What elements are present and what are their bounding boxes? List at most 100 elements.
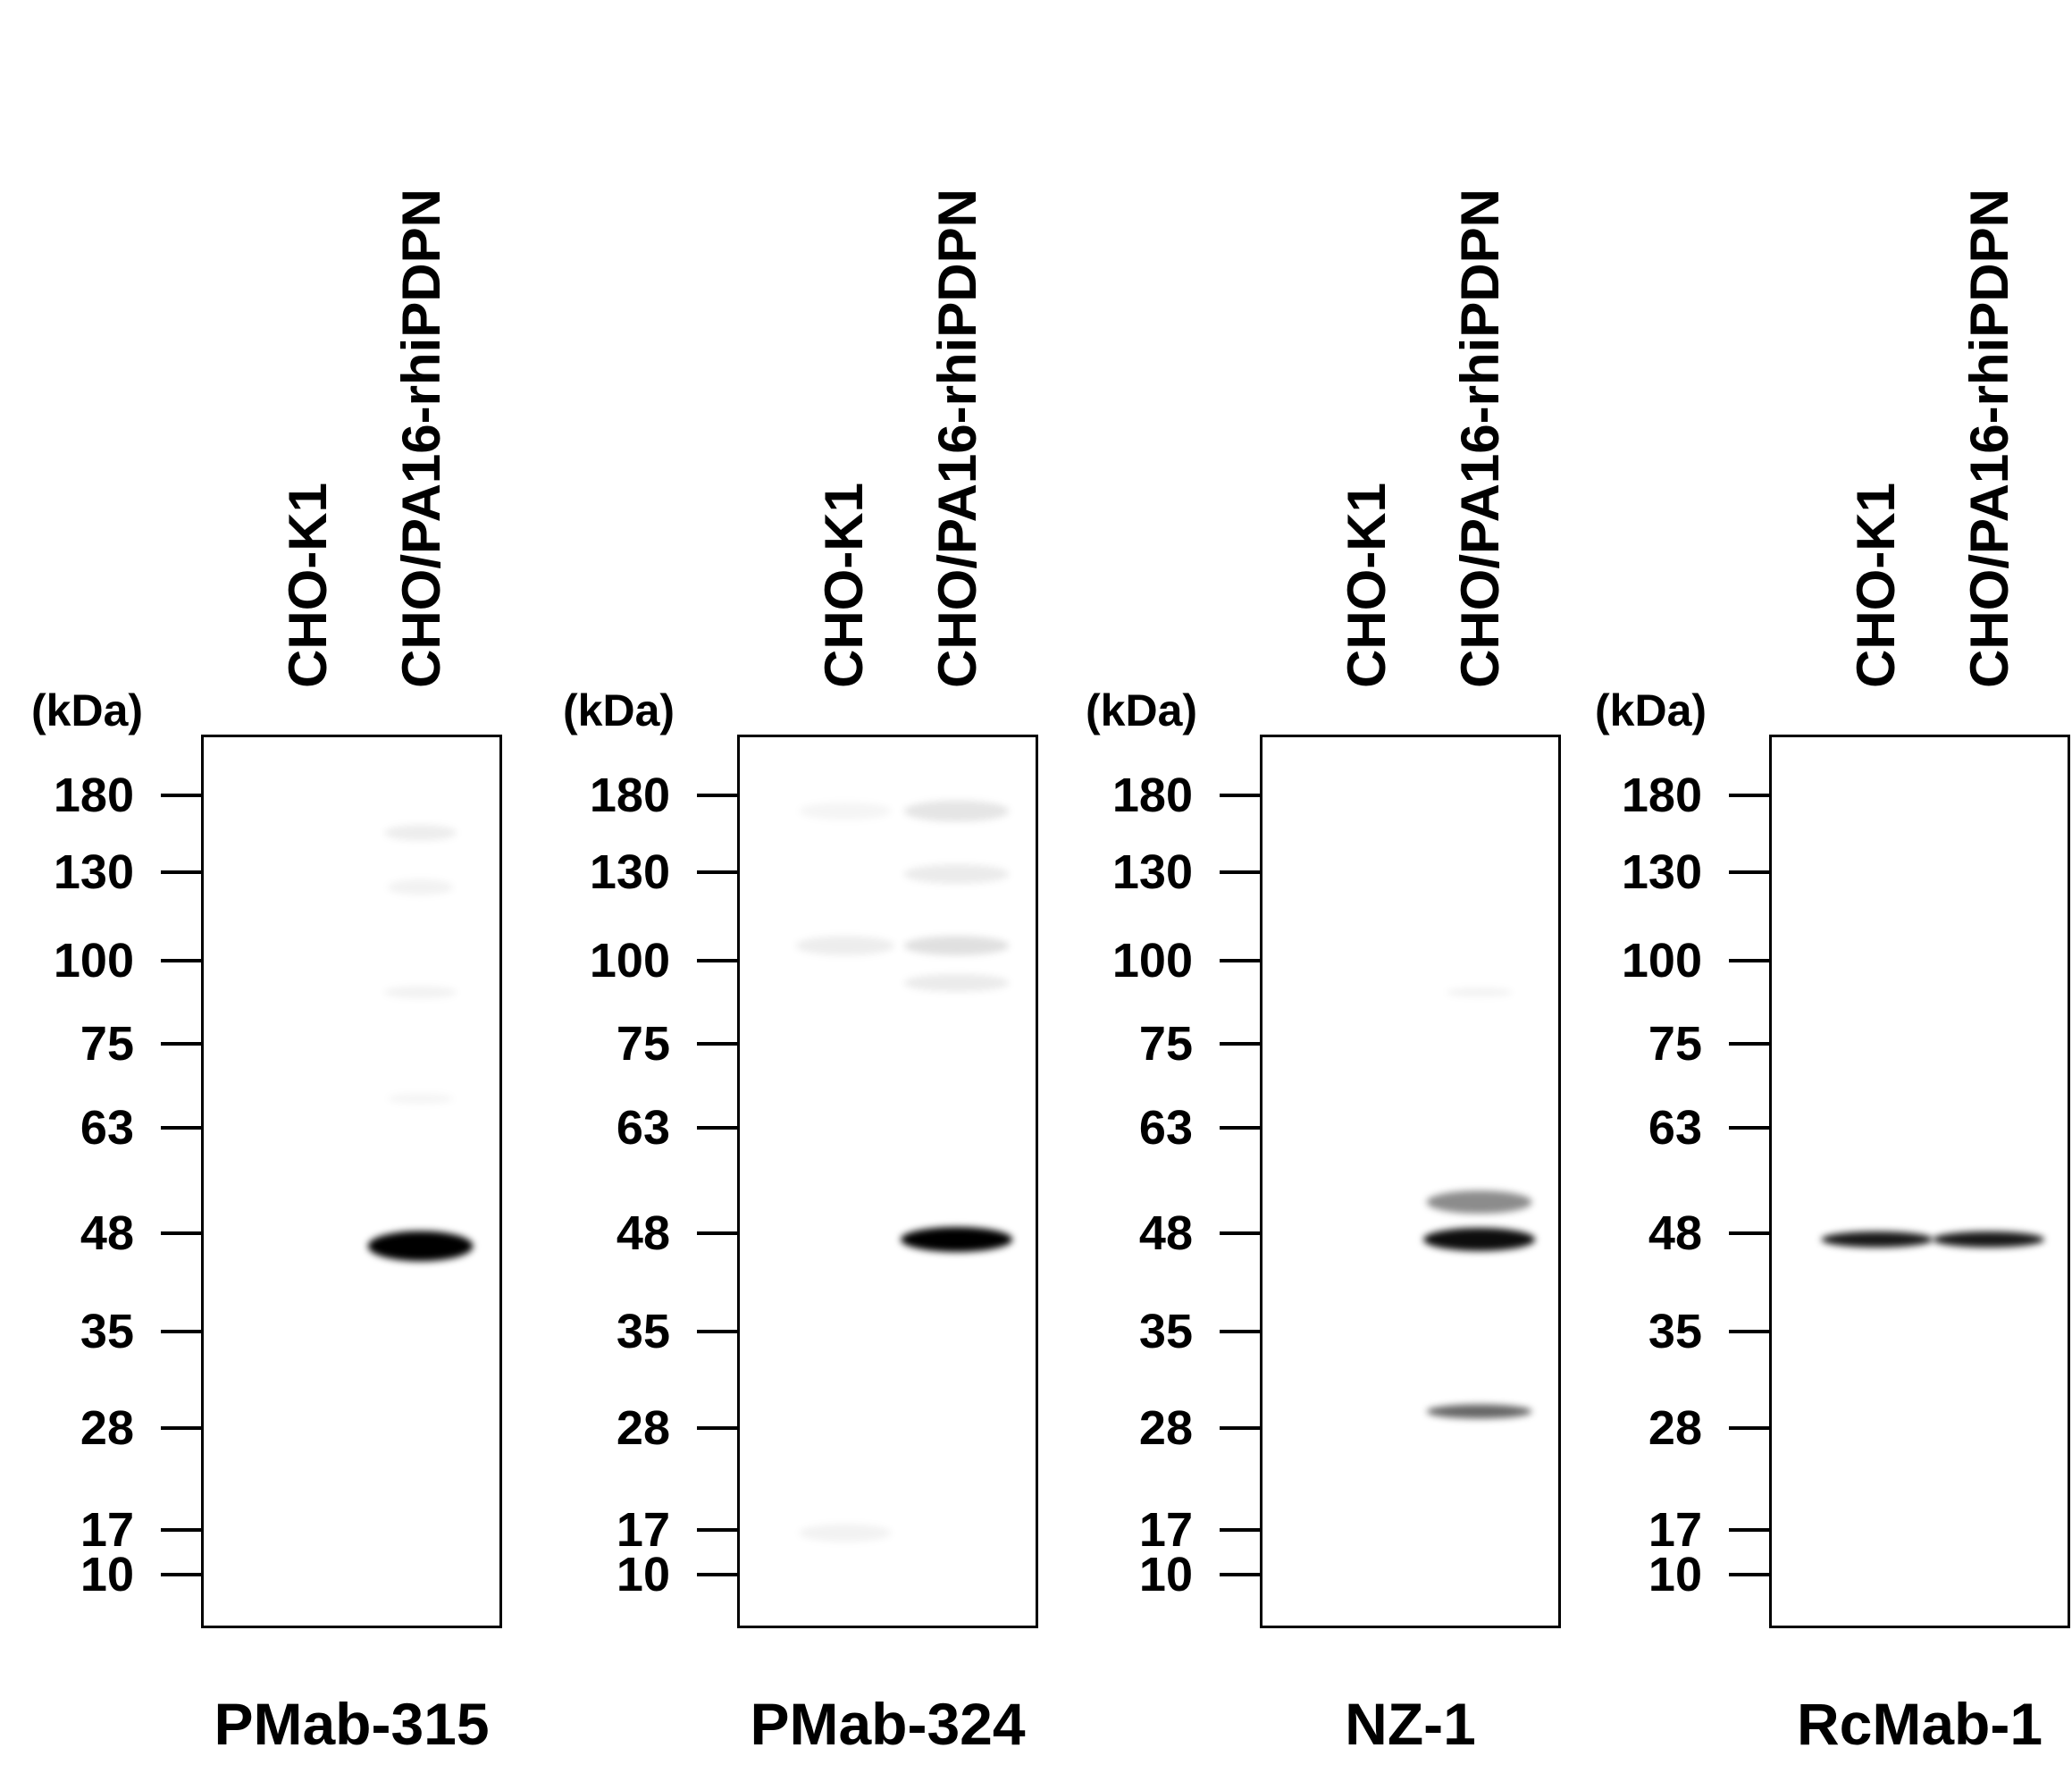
mw-marker-label: 28	[80, 1401, 134, 1455]
mw-marker-tick	[1729, 870, 1769, 874]
mw-marker-tick	[1729, 1528, 1769, 1532]
kda-unit-label: (kDa)	[563, 685, 675, 735]
mw-marker-label: 48	[1138, 1206, 1193, 1260]
mw-marker-label: 48	[1648, 1206, 1702, 1260]
mw-marker-tick	[697, 1231, 737, 1235]
mw-marker-tick	[161, 1042, 201, 1046]
antibody-name: PMab-324	[750, 1691, 1026, 1757]
mw-marker-label: 28	[616, 1401, 670, 1455]
antibody-name: NZ-1	[1345, 1691, 1476, 1757]
blot-band	[387, 1093, 454, 1105]
mw-marker-tick	[161, 1573, 201, 1576]
blot-panel: CHO-K1 CHO/PA16-rhiPDPN (kDa) 180 130 100 75 63…	[536, 0, 1072, 1790]
blot-band	[903, 864, 1010, 885]
mw-marker-tick	[1729, 1330, 1769, 1333]
mw-marker-label: 75	[1138, 1017, 1193, 1071]
lane-label: CHO-K1	[1337, 482, 1397, 688]
lane-label: CHO-K1	[1846, 482, 1906, 688]
mw-marker-tick	[161, 1126, 201, 1130]
mw-marker-tick	[161, 1528, 201, 1532]
lane-label: CHO-K1	[278, 482, 338, 688]
blot-band	[1426, 1404, 1532, 1419]
mw-marker-label: 63	[1138, 1101, 1193, 1155]
mw-marker-label: 75	[80, 1017, 134, 1071]
mw-marker-tick	[161, 794, 201, 797]
mw-marker-label: 75	[616, 1017, 670, 1071]
mw-marker-label: 130	[1621, 845, 1702, 899]
mw-marker-tick	[1220, 1426, 1260, 1430]
mw-marker-tick	[1220, 1528, 1260, 1532]
blot-panel: CHO-K1 CHO/PA16-rhiPDPN (kDa) 180 130 100 75 63…	[1568, 0, 2072, 1790]
mw-marker-tick	[697, 1573, 737, 1576]
lane-label: CHO/PA16-rhiPDPN	[1450, 189, 1510, 688]
mw-marker-tick	[1220, 1126, 1260, 1130]
blot-panel: CHO-K1 CHO/PA16-rhiPDPN (kDa) 180 130 100 75 63…	[0, 0, 536, 1790]
blot-band	[903, 973, 1010, 992]
antibody-name: PMab-315	[214, 1691, 490, 1757]
mw-marker-tick	[1220, 959, 1260, 962]
mw-marker-label: 35	[80, 1305, 134, 1358]
mw-marker-tick	[697, 794, 737, 797]
blot-band	[799, 1524, 892, 1542]
mw-marker-tick	[1729, 794, 1769, 797]
blot-band	[384, 824, 457, 841]
mw-marker-tick	[1220, 870, 1260, 874]
mw-marker-label: 28	[1648, 1401, 1702, 1455]
mw-marker-label: 100	[589, 934, 670, 987]
mw-marker-label: 63	[1648, 1101, 1702, 1155]
mw-marker-tick	[697, 959, 737, 962]
mw-marker-tick	[1220, 1573, 1260, 1576]
mw-marker-label: 10	[80, 1548, 134, 1601]
blot-band	[900, 1227, 1013, 1252]
mw-marker-label: 100	[1111, 934, 1193, 987]
mw-marker-tick	[697, 1330, 737, 1333]
blot-band	[1932, 1231, 2045, 1248]
mw-marker-label: 35	[1648, 1305, 1702, 1358]
mw-marker-label: 17	[1648, 1503, 1702, 1557]
mw-marker-label: 48	[80, 1206, 134, 1260]
mw-marker-tick	[1729, 1426, 1769, 1430]
kda-unit-label: (kDa)	[1595, 685, 1707, 735]
mw-marker-label: 10	[616, 1548, 670, 1601]
mw-marker-label: 63	[616, 1101, 670, 1155]
mw-marker-tick	[697, 1528, 737, 1532]
mw-marker-tick	[161, 870, 201, 874]
mw-marker-label: 17	[80, 1503, 134, 1557]
lane-label: CHO/PA16-rhiPDPN	[927, 189, 987, 688]
blot-membrane	[1769, 735, 2070, 1628]
mw-marker-label: 10	[1648, 1548, 1702, 1601]
mw-marker-tick	[697, 870, 737, 874]
mw-marker-label: 17	[616, 1503, 670, 1557]
mw-marker-label: 10	[1138, 1548, 1193, 1601]
blot-band	[799, 802, 892, 820]
mw-marker-tick	[1729, 1126, 1769, 1130]
mw-marker-tick	[1220, 1330, 1260, 1333]
kda-unit-label: (kDa)	[31, 685, 144, 735]
mw-marker-label: 180	[1111, 769, 1193, 822]
mw-marker-label: 180	[53, 769, 134, 822]
mw-marker-tick	[1729, 1231, 1769, 1235]
mw-marker-tick	[697, 1042, 737, 1046]
mw-marker-tick	[1220, 1231, 1260, 1235]
blot-band	[384, 986, 457, 999]
lane-label: CHO/PA16-rhiPDPN	[1959, 189, 2019, 688]
mw-marker-label: 17	[1138, 1503, 1193, 1557]
mw-marker-label: 100	[53, 934, 134, 987]
mw-marker-label: 130	[589, 845, 670, 899]
mw-marker-tick	[161, 1426, 201, 1430]
mw-marker-tick	[161, 1330, 201, 1333]
mw-marker-tick	[161, 1231, 201, 1235]
mw-marker-tick	[1729, 959, 1769, 962]
kda-unit-label: (kDa)	[1086, 685, 1198, 735]
blot-band	[903, 936, 1010, 956]
mw-marker-label: 35	[616, 1305, 670, 1358]
mw-marker-label: 63	[80, 1101, 134, 1155]
blot-band	[795, 936, 895, 956]
lane-label: CHO-K1	[814, 482, 874, 688]
mw-marker-tick	[1729, 1042, 1769, 1046]
blot-band	[903, 800, 1010, 822]
mw-marker-tick	[1220, 1042, 1260, 1046]
mw-marker-label: 180	[1621, 769, 1702, 822]
blot-band	[387, 878, 454, 895]
blot-panel: CHO-K1 CHO/PA16-rhiPDPN (kDa) 180 130 100 75 63…	[1059, 0, 1595, 1790]
